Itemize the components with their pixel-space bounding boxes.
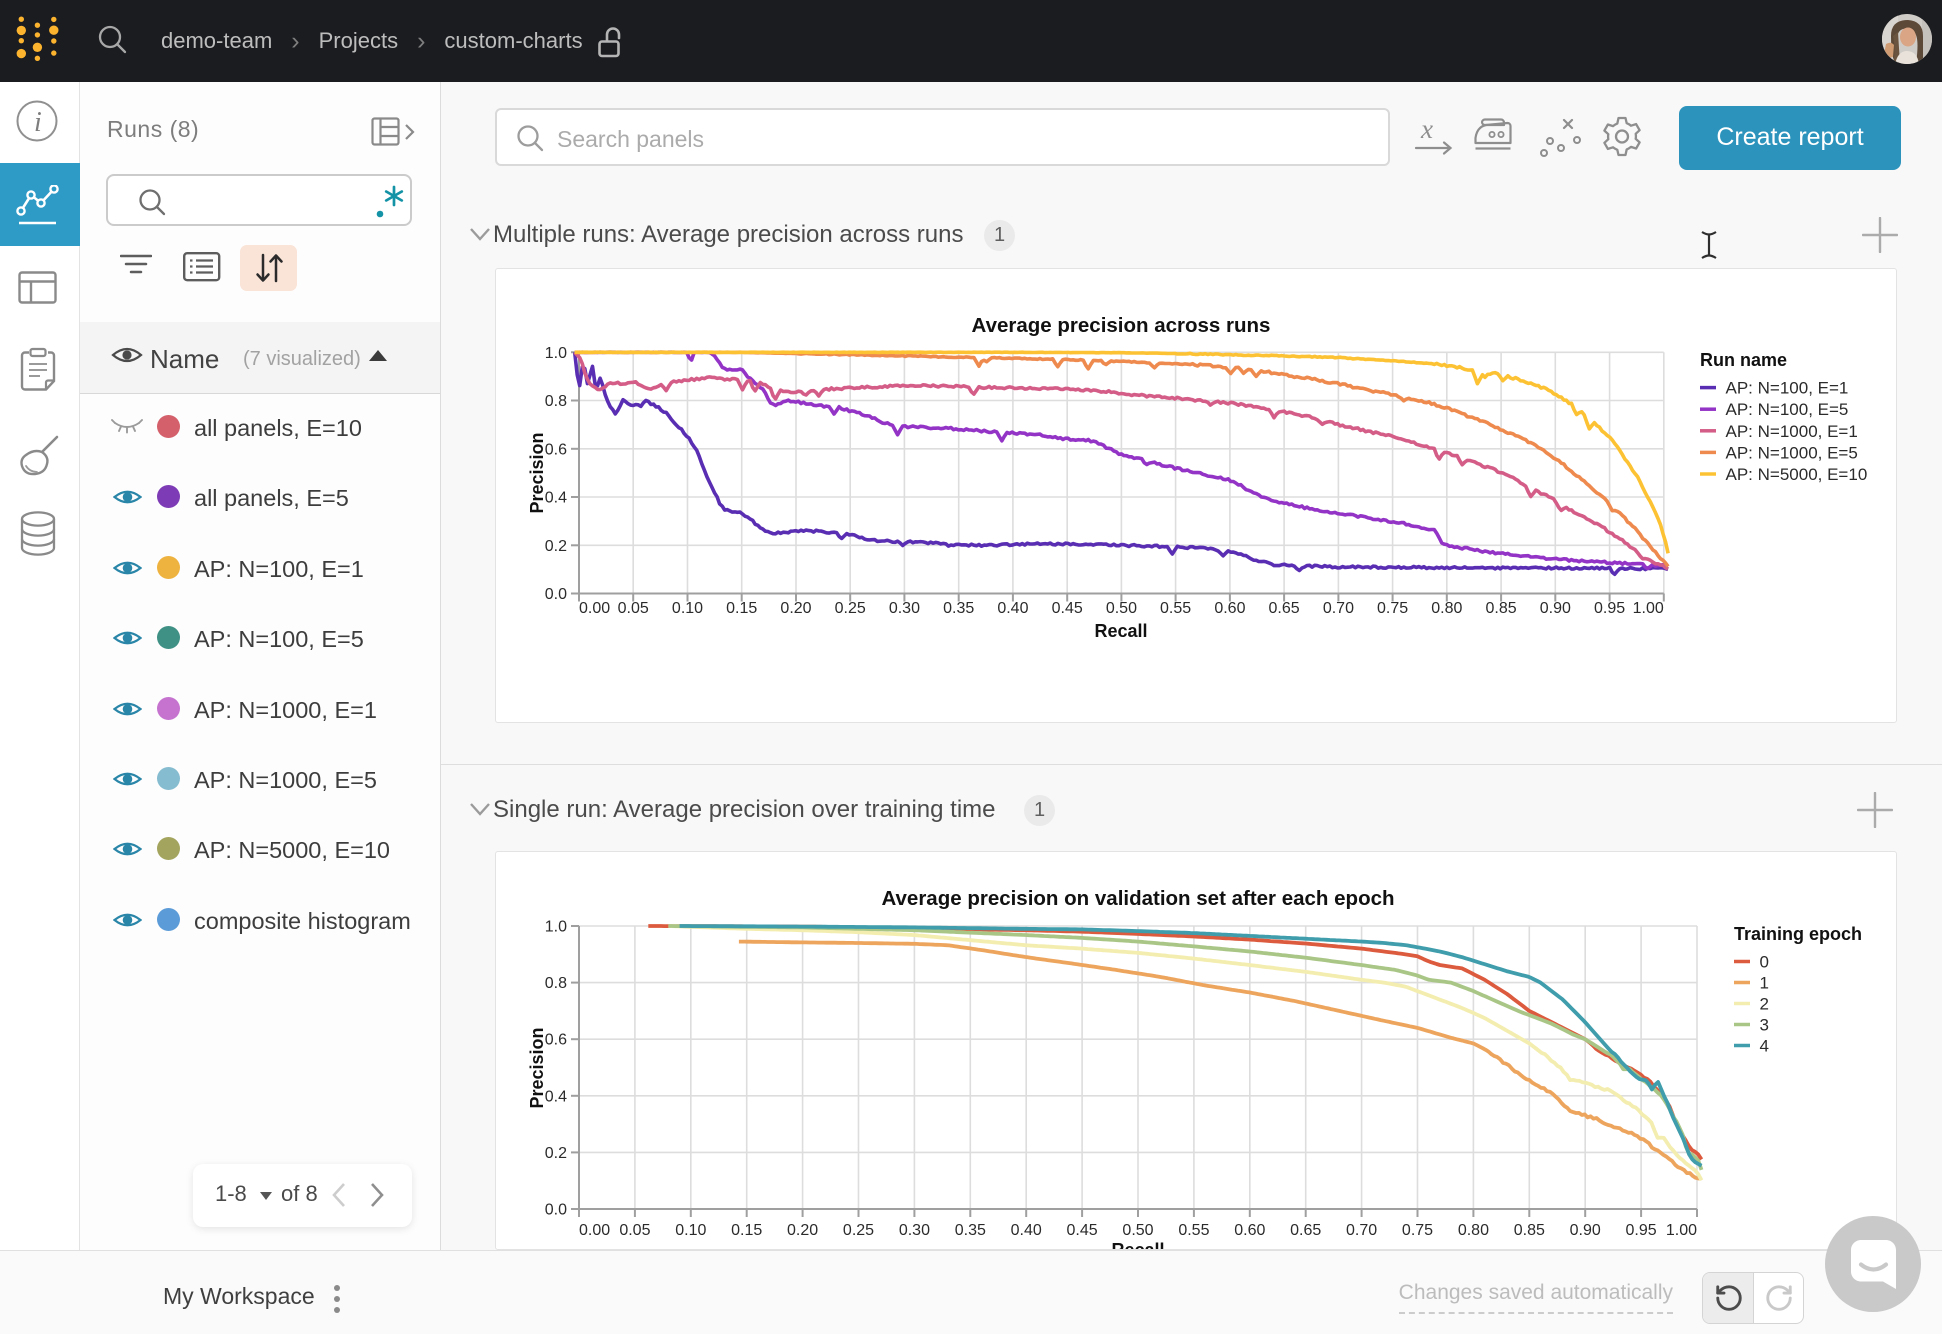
svg-text:0.6: 0.6 — [545, 441, 567, 458]
svg-text:0.65: 0.65 — [1269, 600, 1300, 617]
svg-text:0.30: 0.30 — [889, 600, 920, 617]
svg-text:4: 4 — [1760, 1037, 1769, 1056]
svg-text:0: 0 — [1760, 953, 1769, 972]
svg-text:0.30: 0.30 — [899, 1222, 930, 1239]
svg-text:Recall: Recall — [1111, 1240, 1164, 1250]
svg-text:0.90: 0.90 — [1540, 600, 1571, 617]
svg-text:AP: N=5000, E=10: AP: N=5000, E=10 — [1726, 465, 1868, 484]
svg-text:0.95: 0.95 — [1626, 1222, 1657, 1239]
svg-text:x: x — [1420, 117, 1433, 144]
svg-text:0.10: 0.10 — [672, 600, 703, 617]
svg-text:1.0: 1.0 — [545, 345, 567, 362]
svg-text:0.0: 0.0 — [545, 1202, 567, 1219]
svg-text:0.8: 0.8 — [545, 975, 567, 992]
svg-text:0.2: 0.2 — [545, 538, 567, 555]
svg-text:0.55: 0.55 — [1160, 600, 1191, 617]
svg-text:AP: N=100, E=1: AP: N=100, E=1 — [1726, 379, 1849, 398]
svg-text:0.4: 0.4 — [545, 1088, 567, 1105]
svg-text:0.50: 0.50 — [1122, 1222, 1153, 1239]
svg-text:0.6: 0.6 — [545, 1032, 567, 1049]
svg-text:Average precision on validatio: Average precision on validation set afte… — [881, 887, 1394, 910]
svg-text:AP: N=1000, E=1: AP: N=1000, E=1 — [1726, 422, 1858, 441]
svg-text:0.45: 0.45 — [1052, 600, 1083, 617]
svg-text:0.40: 0.40 — [997, 600, 1028, 617]
svg-text:0.05: 0.05 — [618, 600, 649, 617]
svg-text:2: 2 — [1760, 995, 1769, 1014]
svg-text:0.2: 0.2 — [545, 1145, 567, 1162]
svg-text:0.20: 0.20 — [780, 600, 811, 617]
svg-text:0.90: 0.90 — [1570, 1222, 1601, 1239]
svg-text:0.95: 0.95 — [1594, 600, 1625, 617]
svg-text:0.25: 0.25 — [835, 600, 866, 617]
svg-text:Run name: Run name — [1700, 350, 1787, 370]
svg-text:Training epoch: Training epoch — [1734, 924, 1862, 944]
svg-text:1.00: 1.00 — [1666, 1222, 1697, 1239]
svg-text:0.8: 0.8 — [545, 393, 567, 410]
svg-text:0.60: 0.60 — [1234, 1222, 1265, 1239]
svg-text:0.35: 0.35 — [955, 1222, 986, 1239]
svg-text:AP: N=100, E=5: AP: N=100, E=5 — [1726, 400, 1849, 419]
svg-text:0.65: 0.65 — [1290, 1222, 1321, 1239]
svg-text:0.10: 0.10 — [675, 1222, 706, 1239]
svg-text:0.05: 0.05 — [619, 1222, 650, 1239]
svg-text:0.15: 0.15 — [731, 1222, 762, 1239]
svg-text:0.70: 0.70 — [1346, 1222, 1377, 1239]
svg-text:0.00: 0.00 — [579, 1222, 610, 1239]
svg-text:Average precision across runs: Average precision across runs — [972, 314, 1271, 337]
svg-text:0.35: 0.35 — [943, 600, 974, 617]
svg-text:0.45: 0.45 — [1067, 1222, 1098, 1239]
svg-text:0.75: 0.75 — [1402, 1222, 1433, 1239]
svg-text:0.60: 0.60 — [1214, 600, 1245, 617]
svg-text:1: 1 — [1760, 974, 1769, 993]
svg-text:0.0: 0.0 — [545, 586, 567, 603]
svg-text:Recall: Recall — [1094, 621, 1147, 641]
svg-text:i: i — [34, 107, 42, 138]
svg-text:1.0: 1.0 — [545, 919, 567, 936]
svg-text:0.4: 0.4 — [545, 490, 567, 507]
svg-text:0.55: 0.55 — [1178, 1222, 1209, 1239]
svg-text:3: 3 — [1760, 1016, 1769, 1035]
svg-text:0.80: 0.80 — [1431, 600, 1462, 617]
svg-text:0.70: 0.70 — [1323, 600, 1354, 617]
svg-text:Precision: Precision — [527, 1027, 547, 1108]
svg-text:0.50: 0.50 — [1106, 600, 1137, 617]
svg-text:0.80: 0.80 — [1458, 1222, 1489, 1239]
svg-text:0.00: 0.00 — [579, 600, 610, 617]
svg-text:0.25: 0.25 — [843, 1222, 874, 1239]
svg-text:0.15: 0.15 — [726, 600, 757, 617]
svg-text:Precision: Precision — [527, 432, 547, 513]
svg-text:AP: N=1000, E=5: AP: N=1000, E=5 — [1726, 443, 1858, 462]
svg-text:0.20: 0.20 — [787, 1222, 818, 1239]
svg-text:0.85: 0.85 — [1486, 600, 1517, 617]
svg-text:0.40: 0.40 — [1011, 1222, 1042, 1239]
svg-text:1.00: 1.00 — [1633, 600, 1664, 617]
svg-text:0.85: 0.85 — [1514, 1222, 1545, 1239]
svg-text:0.75: 0.75 — [1377, 600, 1408, 617]
